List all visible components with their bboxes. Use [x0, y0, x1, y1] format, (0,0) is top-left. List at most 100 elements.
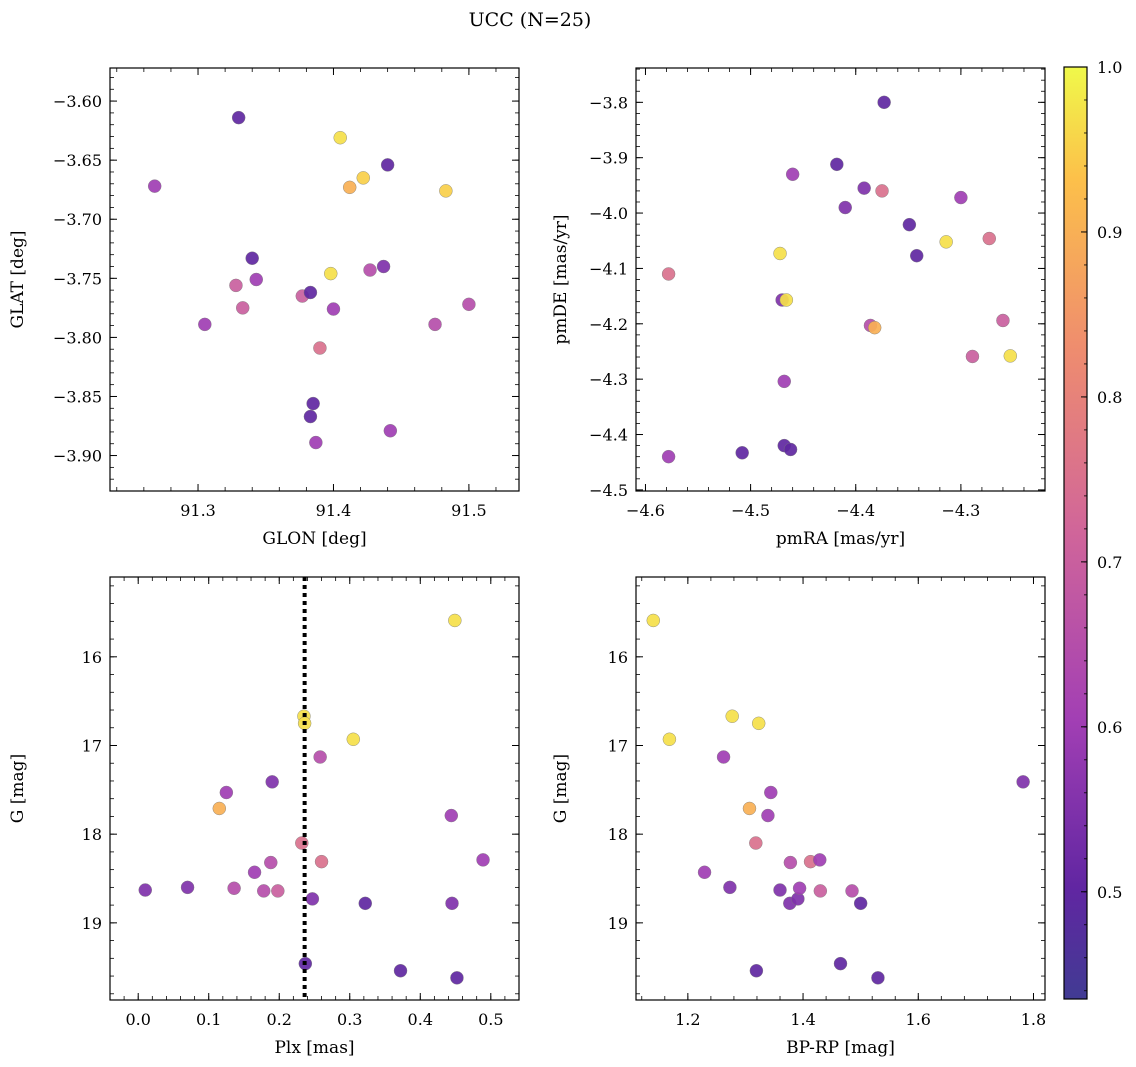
colorbar: 0.5 0.6 0.7 0.8 0.9 1.0: [1063, 58, 1122, 1000]
scatter-point: [271, 884, 285, 898]
scatter-point: [910, 248, 924, 263]
axes-frame: [109, 576, 520, 1001]
colorbar-tick-label: 0.5: [1097, 883, 1122, 902]
y-tick-label: −3.60: [53, 92, 102, 111]
scatter-point: [735, 446, 749, 460]
y-tick-label: −3.80: [53, 328, 102, 347]
x-tick-label: −4.3: [941, 501, 980, 520]
scatter-point: [314, 854, 329, 869]
scatter-point: [444, 808, 459, 823]
scatter-point: [306, 396, 320, 411]
scatter-point: [363, 263, 377, 277]
y-tick-label: 16: [82, 648, 102, 667]
scatter-point: [877, 95, 891, 110]
y-tick-label: −4.3: [589, 370, 628, 389]
y-tick-label: −3.75: [53, 269, 102, 288]
y-tick-label: −3.8: [589, 93, 628, 112]
scatter-point: [147, 179, 162, 193]
scatter-point: [303, 409, 318, 424]
scatter-point: [257, 884, 271, 898]
scatter-point: [264, 855, 278, 870]
scatter-point: [697, 865, 712, 880]
x-axis-label: GLON [deg]: [262, 529, 366, 549]
y-tick-label: 17: [82, 736, 102, 755]
x-tick-label: 1.2: [675, 1010, 700, 1029]
scatter-point: [752, 716, 766, 731]
scatter-point: [324, 266, 338, 281]
x-tick-label: 91.3: [180, 501, 216, 520]
x-tick-label: −4.5: [731, 501, 770, 520]
scatter-point: [1016, 775, 1030, 789]
y-tick-label: −3.90: [53, 447, 102, 466]
y-tick-label: −4.2: [589, 315, 628, 334]
x-tick-label: 0.3: [337, 1010, 362, 1029]
x-tick-label: 0.4: [408, 1010, 433, 1029]
axes-frame: [635, 576, 1046, 1001]
scatter-point: [1003, 349, 1018, 363]
scatter-point: [198, 317, 212, 332]
y-tick-label: −3.9: [589, 149, 628, 168]
x-tick-label: −4.6: [626, 501, 665, 520]
scatter-point: [247, 865, 262, 880]
scatter-point: [833, 956, 848, 971]
scatter-point: [428, 317, 442, 332]
scatter-point: [996, 313, 1010, 328]
scatter-point: [303, 285, 318, 300]
y-tick-label: −4.5: [589, 481, 628, 500]
scatter-point: [236, 301, 250, 315]
scatter-point: [779, 293, 794, 307]
x-tick-label: 1.6: [906, 1010, 931, 1029]
scatter-point: [265, 775, 279, 789]
figure-title: UCC (N=25): [469, 9, 592, 31]
x-tick-label: 0.1: [196, 1010, 221, 1029]
axes-frame: [109, 67, 520, 492]
x-tick-label: 0.0: [125, 1010, 150, 1029]
scatter-point: [761, 808, 775, 823]
scatter-point: [813, 853, 827, 867]
scatter-point: [231, 110, 246, 125]
scatter-point: [462, 297, 476, 312]
panel-1: 91.3 91.4 91.5 −3.60 −3.65 −3.70 −3.75 −3.80 −3.…: [8, 67, 520, 549]
x-tick-label: 91.4: [316, 501, 352, 520]
y-axis-label: G [mag]: [551, 754, 571, 823]
scatter-point: [661, 449, 676, 464]
x-axis-label: pmRA [mas/yr]: [776, 529, 905, 549]
scatter-point: [383, 424, 398, 438]
scatter-point: [380, 158, 395, 172]
scatter-point: [773, 883, 787, 897]
panel-4: 1.2 1.4 1.6 1.8 16 17 18 19 BP-RP [mag] G [mag]: [551, 576, 1046, 1058]
scatter-point: [785, 167, 800, 182]
colorbar-tick-label: 0.6: [1097, 718, 1122, 737]
x-tick-label: 1.4: [790, 1010, 815, 1029]
scatter-point: [783, 855, 798, 870]
scatter-point: [313, 750, 327, 764]
scatter-point: [982, 231, 996, 246]
scatter-point: [358, 896, 372, 911]
x-axis-label: Plx [mas]: [274, 1038, 354, 1058]
scatter-point: [773, 246, 787, 261]
scatter-point: [845, 884, 859, 898]
y-tick-label: 17: [608, 736, 628, 755]
scatter-point: [219, 785, 234, 800]
scatter-point: [661, 267, 676, 281]
scatter-point: [792, 881, 807, 895]
panel-3: 0.0 0.1 0.2 0.3 0.4 0.5 16 17 18 19 Plx [mas] G [ma…: [8, 576, 520, 1058]
y-tick-label: −3.65: [53, 151, 102, 170]
scatter-point: [313, 341, 327, 355]
colorbar-tick-label: 1.0: [1097, 58, 1122, 77]
panel-2: −4.6 −4.5 −4.4 −4.3−3.8−3.9−4.0−4.1−4.2−4.3…: [551, 67, 1046, 549]
colorbar-gradient: [1063, 66, 1088, 1000]
x-tick-label: 0.2: [267, 1010, 292, 1029]
scatter-point: [830, 157, 844, 172]
y-tick-label: 19: [608, 914, 628, 933]
scatter-point: [749, 836, 763, 850]
scatter-point: [439, 184, 453, 198]
scatter-point: [356, 171, 370, 185]
scatter-point: [875, 184, 889, 198]
scatter-point: [725, 709, 739, 723]
scatter-point: [212, 801, 227, 816]
scatter-point: [346, 732, 360, 746]
scatter-point: [295, 836, 309, 850]
colorbar-tick-label: 0.8: [1097, 388, 1122, 407]
